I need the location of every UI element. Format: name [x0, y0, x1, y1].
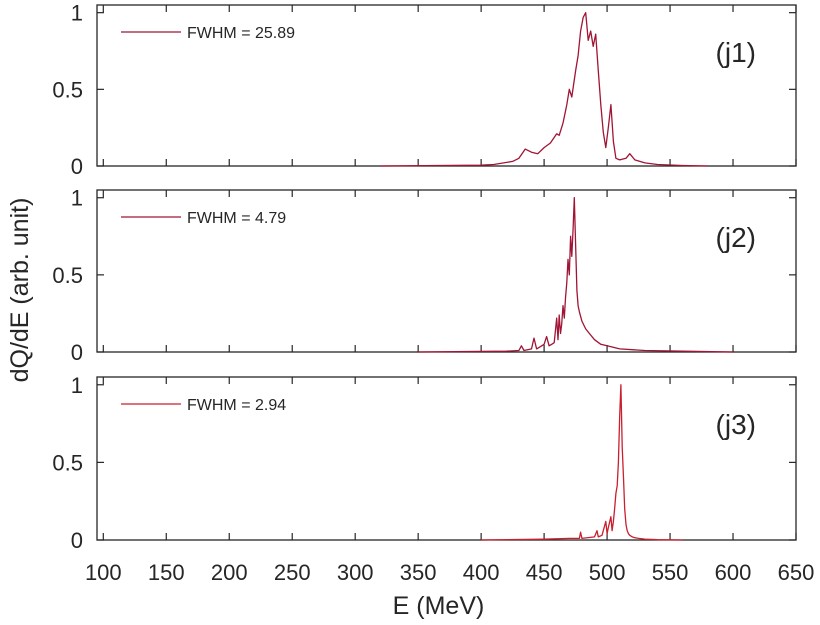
x-tick-label: 500	[589, 560, 626, 585]
y-tick-label: 0.5	[52, 77, 83, 102]
series-line	[380, 12, 708, 167]
legend-label: FWHM = 4.79	[187, 210, 286, 227]
x-axis: 100 150 200 250 300 350 400 450 500 550 600 650	[85, 560, 814, 585]
x-tick-label: 450	[526, 560, 563, 585]
y-tick-label: 1	[71, 1, 83, 26]
x-tick-label: 650	[778, 560, 815, 585]
series-line	[481, 384, 683, 541]
panel-label: (j3)	[716, 409, 756, 440]
x-tick-label: 600	[715, 560, 752, 585]
panel-label: (j2)	[716, 222, 756, 253]
panel-label: (j1)	[716, 37, 756, 68]
x-tick-label: 150	[148, 560, 185, 585]
y-tick-label: 0	[71, 340, 83, 365]
y-tick-label: 0.5	[52, 450, 83, 475]
y-tick-label: 1	[71, 373, 83, 398]
x-tick-label: 550	[652, 560, 689, 585]
x-tick-label: 200	[211, 560, 248, 585]
panel-1: 0 0.5 1 FWHM = 25.89 (j1)	[52, 1, 797, 179]
y-tick-label: 1	[71, 186, 83, 211]
series-line	[418, 197, 734, 353]
plot-frame	[96, 189, 797, 353]
x-axis-title: E (MeV)	[393, 592, 485, 620]
x-tick-label: 300	[337, 560, 374, 585]
y-tick-label: 0.5	[52, 263, 83, 288]
panel-2: 0 0.5 1 FWHM = 4.79 (j2)	[52, 186, 797, 365]
x-tick-label: 400	[463, 560, 500, 585]
x-tick-label: 350	[400, 560, 437, 585]
x-tick-label: 250	[274, 560, 311, 585]
legend-label: FWHM = 2.94	[187, 397, 286, 414]
y-tick-label: 0	[71, 528, 83, 553]
panel-3: 0 0.5 1 FWHM = 2.94 (j3)	[52, 373, 797, 553]
x-tick-label: 100	[85, 560, 122, 585]
plot-frame	[96, 4, 797, 167]
y-axis-title: dQ/dE (arb. unit)	[6, 198, 34, 383]
legend-label: FWHM = 25.89	[187, 25, 295, 42]
y-tick-label: 0	[71, 154, 83, 179]
plot-frame	[96, 376, 797, 541]
